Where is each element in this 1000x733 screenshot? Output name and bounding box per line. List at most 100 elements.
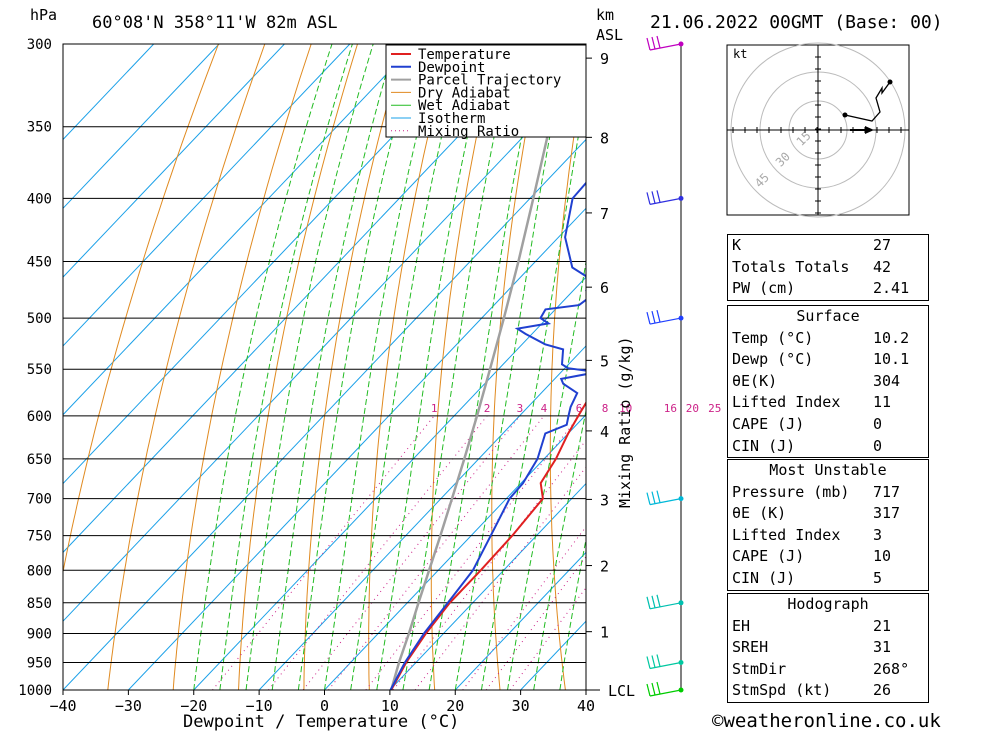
pressure-tick-label: 300 bbox=[27, 37, 52, 53]
site-name: weatheronline.co.uk bbox=[723, 710, 941, 732]
mixing-ratio-line bbox=[302, 415, 521, 690]
index-label: SREH bbox=[732, 638, 769, 657]
mixing-ratio-tick-label: 3 bbox=[517, 402, 524, 415]
x-tick-label: 30 bbox=[512, 697, 530, 715]
index-value: 26 bbox=[873, 681, 892, 700]
axes: 3003504004505005506006507007508008509009… bbox=[18, 37, 635, 715]
wind-barb bbox=[646, 490, 682, 506]
index-row: CAPE (J) 10 bbox=[728, 546, 928, 568]
index-label: StmDir bbox=[732, 659, 787, 678]
km-tick-label: 9 bbox=[600, 50, 609, 68]
lcl-label: LCL bbox=[608, 682, 635, 700]
index-row: PW (cm) 2.41 bbox=[728, 278, 928, 300]
pressure-tick-label: 800 bbox=[27, 563, 52, 579]
legend-entry: Parcel Trajectory bbox=[418, 73, 561, 89]
index-label: CAPE (J) bbox=[732, 547, 805, 566]
wind-barb bbox=[646, 594, 682, 610]
km-tick-label: 4 bbox=[600, 423, 609, 441]
sounding-profiles bbox=[389, 44, 586, 690]
legend-entry: Dry Adiabat bbox=[418, 85, 511, 101]
index-row: Pressure (mb) 717 bbox=[728, 482, 928, 504]
parcel-trajectory-line bbox=[389, 44, 571, 690]
isotherm-line bbox=[63, 44, 547, 554]
wind-barb-flag bbox=[656, 654, 661, 667]
index-label: StmSpd (kt) bbox=[732, 681, 832, 700]
pressure-tick-label: 750 bbox=[27, 529, 52, 545]
dry-adiabat-line bbox=[238, 44, 358, 690]
km-tick-label: 3 bbox=[600, 491, 609, 509]
km-tick-label: 7 bbox=[600, 205, 609, 223]
wind-barb-flag bbox=[646, 596, 651, 609]
asl-label: ASL bbox=[596, 26, 623, 44]
wind-barb-shaft bbox=[649, 602, 682, 610]
wind-barb-shaft bbox=[649, 689, 682, 697]
index-value: 27 bbox=[873, 236, 892, 254]
km-tick-label: 5 bbox=[600, 352, 609, 370]
pressure-tick-label: 950 bbox=[27, 656, 52, 672]
wind-barb-flag bbox=[651, 310, 656, 324]
km-tick-label: 8 bbox=[600, 129, 609, 147]
index-row: CAPE (J) 0 bbox=[728, 414, 928, 436]
wet-adiabat-line bbox=[480, 90, 586, 690]
x-tick-label: 40 bbox=[577, 697, 595, 715]
index-value: 31 bbox=[873, 638, 892, 657]
storm-motion-arrowhead bbox=[865, 126, 874, 134]
isotherm-line bbox=[63, 44, 220, 210]
wet-adiabat-line bbox=[428, 44, 541, 690]
index-value: 10 bbox=[873, 547, 892, 566]
km-label: km bbox=[596, 6, 614, 24]
index-value: 2.41 bbox=[873, 279, 910, 298]
x-tick-label: −40 bbox=[49, 697, 76, 715]
index-row: CIN (J) 0 bbox=[728, 436, 928, 458]
mixing-ratio-line bbox=[485, 555, 586, 690]
pressure-tick-label: 650 bbox=[27, 452, 52, 468]
mixing-ratio-tick-label: 8 bbox=[602, 402, 609, 415]
hodograph-trace bbox=[844, 81, 891, 122]
index-value: 268° bbox=[873, 659, 910, 678]
index-label: θE (K) bbox=[732, 504, 787, 523]
wind-barb-flag bbox=[646, 311, 651, 325]
index-value: 11 bbox=[873, 393, 892, 412]
wet-adiabat-line bbox=[297, 44, 418, 690]
index-label: PW (cm) bbox=[732, 279, 796, 298]
index-value: 0 bbox=[873, 436, 883, 455]
isotherm-line bbox=[193, 276, 586, 690]
wet-adiabat-line bbox=[376, 44, 489, 690]
wet-adiabat-line bbox=[559, 537, 586, 690]
wind-barb-flag bbox=[656, 490, 661, 503]
mixing-ratio-tick-label: 4 bbox=[541, 402, 548, 415]
index-table-hodograph: Hodograph EH 21 SREH 31 StmDir 268° StmSpd (kt… bbox=[727, 593, 929, 703]
index-row: θE (K) 317 bbox=[728, 503, 928, 525]
index-label: K bbox=[732, 236, 742, 254]
wet-adiabat-line bbox=[350, 44, 465, 690]
pressure-tick-label: 350 bbox=[27, 120, 52, 136]
temperature-line bbox=[390, 400, 586, 690]
index-row: Dewp (°C) 10.1 bbox=[728, 349, 928, 371]
wet-adiabat-line bbox=[245, 44, 374, 690]
km-tick-label: 1 bbox=[600, 624, 609, 642]
mixing-ratio-line bbox=[392, 439, 586, 690]
pressure-tick-label: 400 bbox=[27, 191, 52, 207]
wind-barb-flag bbox=[651, 682, 656, 696]
index-value: 317 bbox=[873, 504, 901, 523]
wind-barb-flag bbox=[651, 595, 656, 608]
isobar-lines bbox=[63, 43, 586, 691]
index-row: Lifted Index 11 bbox=[728, 392, 928, 414]
wind-barb-shaft bbox=[649, 661, 682, 670]
index-value: 0 bbox=[873, 414, 883, 433]
mixing-ratio-axis-title: Mixing Ratio (g/kg) bbox=[616, 336, 634, 508]
index-value: 3 bbox=[873, 525, 883, 544]
wet-adiabat-line bbox=[324, 44, 441, 690]
wind-barb-flag bbox=[651, 191, 656, 204]
dry-adiabat-line bbox=[172, 44, 312, 690]
wind-barb-flag bbox=[646, 37, 651, 51]
wind-barb bbox=[646, 190, 682, 205]
mixing-ratio-tick-label: 1 bbox=[431, 402, 438, 415]
most-unstable-title: Most Unstable bbox=[769, 461, 887, 479]
x-tick-label: 20 bbox=[446, 697, 464, 715]
pressure-tick-label: 550 bbox=[27, 362, 52, 378]
wet-adiabat-line bbox=[454, 44, 569, 690]
mixing-ratio-labels: 1 2 3 4 6 8 10 16 20 25 bbox=[431, 402, 722, 415]
index-label: Temp (°C) bbox=[732, 328, 814, 347]
